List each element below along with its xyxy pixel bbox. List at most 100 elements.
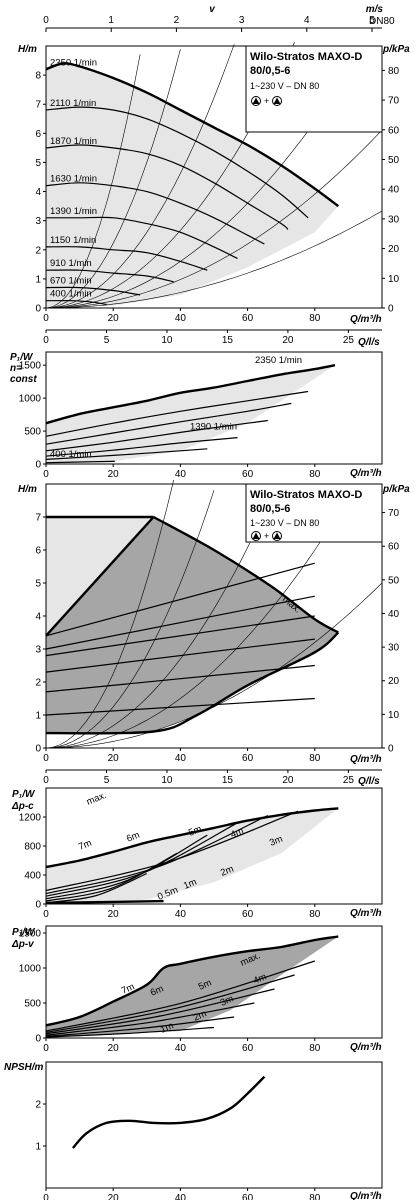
hq-speed-curve: [45, 269, 174, 283]
y-tick-label: 5: [35, 579, 41, 590]
hq-range-xlabel: Q/m³/h: [350, 754, 382, 765]
y-tick-label: 6: [35, 546, 41, 557]
x-tick-label: 60: [242, 313, 254, 324]
hq-speed-label: 1390 1/min: [50, 206, 97, 217]
npsh-line: [71, 1075, 266, 1149]
p1dpv-curve: [45, 1002, 255, 1036]
y-tick-label: 60: [388, 542, 400, 553]
y-tick-label: 1500: [19, 929, 42, 940]
p1dpc-label: max.: [85, 790, 108, 808]
p1n-curve: [45, 437, 238, 457]
hq-speed-curve: [45, 246, 208, 271]
x-tick-label: 0: [43, 753, 49, 764]
p1n-area: [46, 365, 335, 464]
p1dpv-frame: [45, 925, 383, 1039]
x-tick-label: 40: [175, 1043, 187, 1054]
x-tick-label: 20: [108, 313, 120, 324]
p1n-curve-label: 400 1/min: [50, 449, 92, 460]
y-tick-label: 500: [24, 427, 41, 438]
p1dpc-curve: [45, 822, 238, 897]
p1n-curves: 2350 1/min 1390 1/min 400 1/min: [45, 355, 336, 464]
x-tick-label: 60: [242, 753, 254, 764]
p1dpc-ylabel2: Δp-c: [11, 801, 34, 812]
y-tick-label: 7: [35, 100, 41, 111]
y-tick-label: 6: [35, 129, 41, 140]
p1dpv-curve: [45, 960, 315, 1032]
y-tick-label: 0: [35, 900, 41, 911]
y-tick-label: 0: [388, 744, 394, 755]
y-tick-label: 60: [388, 125, 400, 136]
y-tick-label: 70: [388, 508, 400, 519]
dp-v-line: [45, 638, 315, 673]
x-tick-label: 20: [108, 469, 120, 480]
x2-tick-label: 15: [222, 775, 234, 786]
p1dpv-area: [46, 936, 339, 1038]
velocity-tick-label: 1: [108, 15, 114, 26]
y-tick-label: 4: [35, 612, 41, 623]
y-tick-label: 8: [35, 71, 41, 82]
y-tick-label: 0: [35, 744, 41, 755]
p1dpc-curve: [45, 834, 208, 900]
p1dpv-label: 6m: [149, 983, 166, 998]
velocity-unit: m/s: [366, 4, 384, 15]
x-tick-label: 20: [108, 1193, 120, 1200]
p1dpv-curve: [45, 974, 295, 1033]
x2-tick-label: 20: [282, 335, 294, 346]
y-tick-label: 500: [24, 999, 41, 1010]
x-tick-label: 20: [108, 753, 120, 764]
npsh-curve: [71, 1075, 266, 1149]
x-tick-label: 40: [175, 469, 187, 480]
p1n-panel: 2350 1/min 1390 1/min 400 1/min P₁/W n= co…: [10, 351, 383, 480]
y-tick-label: 1: [35, 274, 41, 285]
velocity-tick-label: 2: [174, 15, 180, 26]
product-model: 80/0,5-6: [250, 65, 290, 77]
hq-y2label: p/kPa: [382, 44, 410, 55]
pump-symbols: +: [251, 96, 282, 106]
npsh-ylabel: NPSH/m: [4, 1062, 44, 1073]
dp-v-line: [45, 697, 315, 716]
x-tick-label: 0: [43, 1193, 49, 1200]
y-tick-label: 1: [35, 711, 41, 722]
p1n-curve-label: 1390 1/min: [190, 422, 237, 433]
p1dpv-label: 2m: [192, 1008, 209, 1023]
x-tick-label: 40: [175, 753, 187, 764]
y-tick-label: 0: [35, 460, 41, 471]
y-tick-label: 3: [35, 645, 41, 656]
hq-speed-label: 2110 1/min: [50, 98, 96, 109]
y-tick-label: 30: [388, 214, 400, 225]
y-tick-label: 70: [388, 96, 400, 107]
p1dpv-label: 1m: [159, 1020, 176, 1035]
dp-v-line: [45, 595, 315, 650]
x2-tick-label: 25: [343, 335, 355, 346]
velocity-tick-label: 5: [369, 15, 375, 26]
hq-ticks: 0 20 40 60 800 5 10 15 20 25012345678010203040506…: [35, 66, 399, 346]
hq-operating-area: [46, 63, 339, 308]
npsh-ticks: 0 20 40 60 80 1 2: [35, 1100, 320, 1200]
velocity-symbol: v: [209, 4, 216, 15]
x-tick-label: 60: [242, 1193, 254, 1200]
p1dpv-label: 4m: [252, 971, 269, 986]
p1dpc-label: 5m: [187, 824, 203, 839]
y-tick-label: 7: [35, 513, 41, 524]
y-tick-label: 2: [35, 1100, 41, 1111]
velocity-tick-label: 4: [304, 15, 310, 26]
hq-xlabel: Q/m³/h: [350, 314, 382, 325]
y-tick-label: 800: [24, 842, 41, 853]
x2-tick-label: 20: [282, 775, 294, 786]
hq-speed-curves: 2350 1/min 2110 1/min 1870 1/min 1630 1/min…: [45, 57, 340, 306]
x-tick-label: 80: [309, 1043, 321, 1054]
x2-tick-label: 0: [43, 335, 49, 346]
velocity-ticks: 0 1 2 3 4 5: [43, 15, 375, 32]
x-tick-label: 40: [175, 909, 187, 920]
x-tick-label: 80: [309, 1193, 321, 1200]
hq-speed-curve: [45, 182, 265, 245]
p1dpv-curve: [45, 1026, 215, 1038]
hq-speed-label: 910 1/min: [50, 258, 92, 269]
p1n-frame: [45, 351, 383, 465]
p1dpv-ticks: 0 20 40 60 80 0 500 1000 1500: [19, 929, 321, 1055]
hq-speed-label: 1870 1/min: [50, 136, 97, 147]
